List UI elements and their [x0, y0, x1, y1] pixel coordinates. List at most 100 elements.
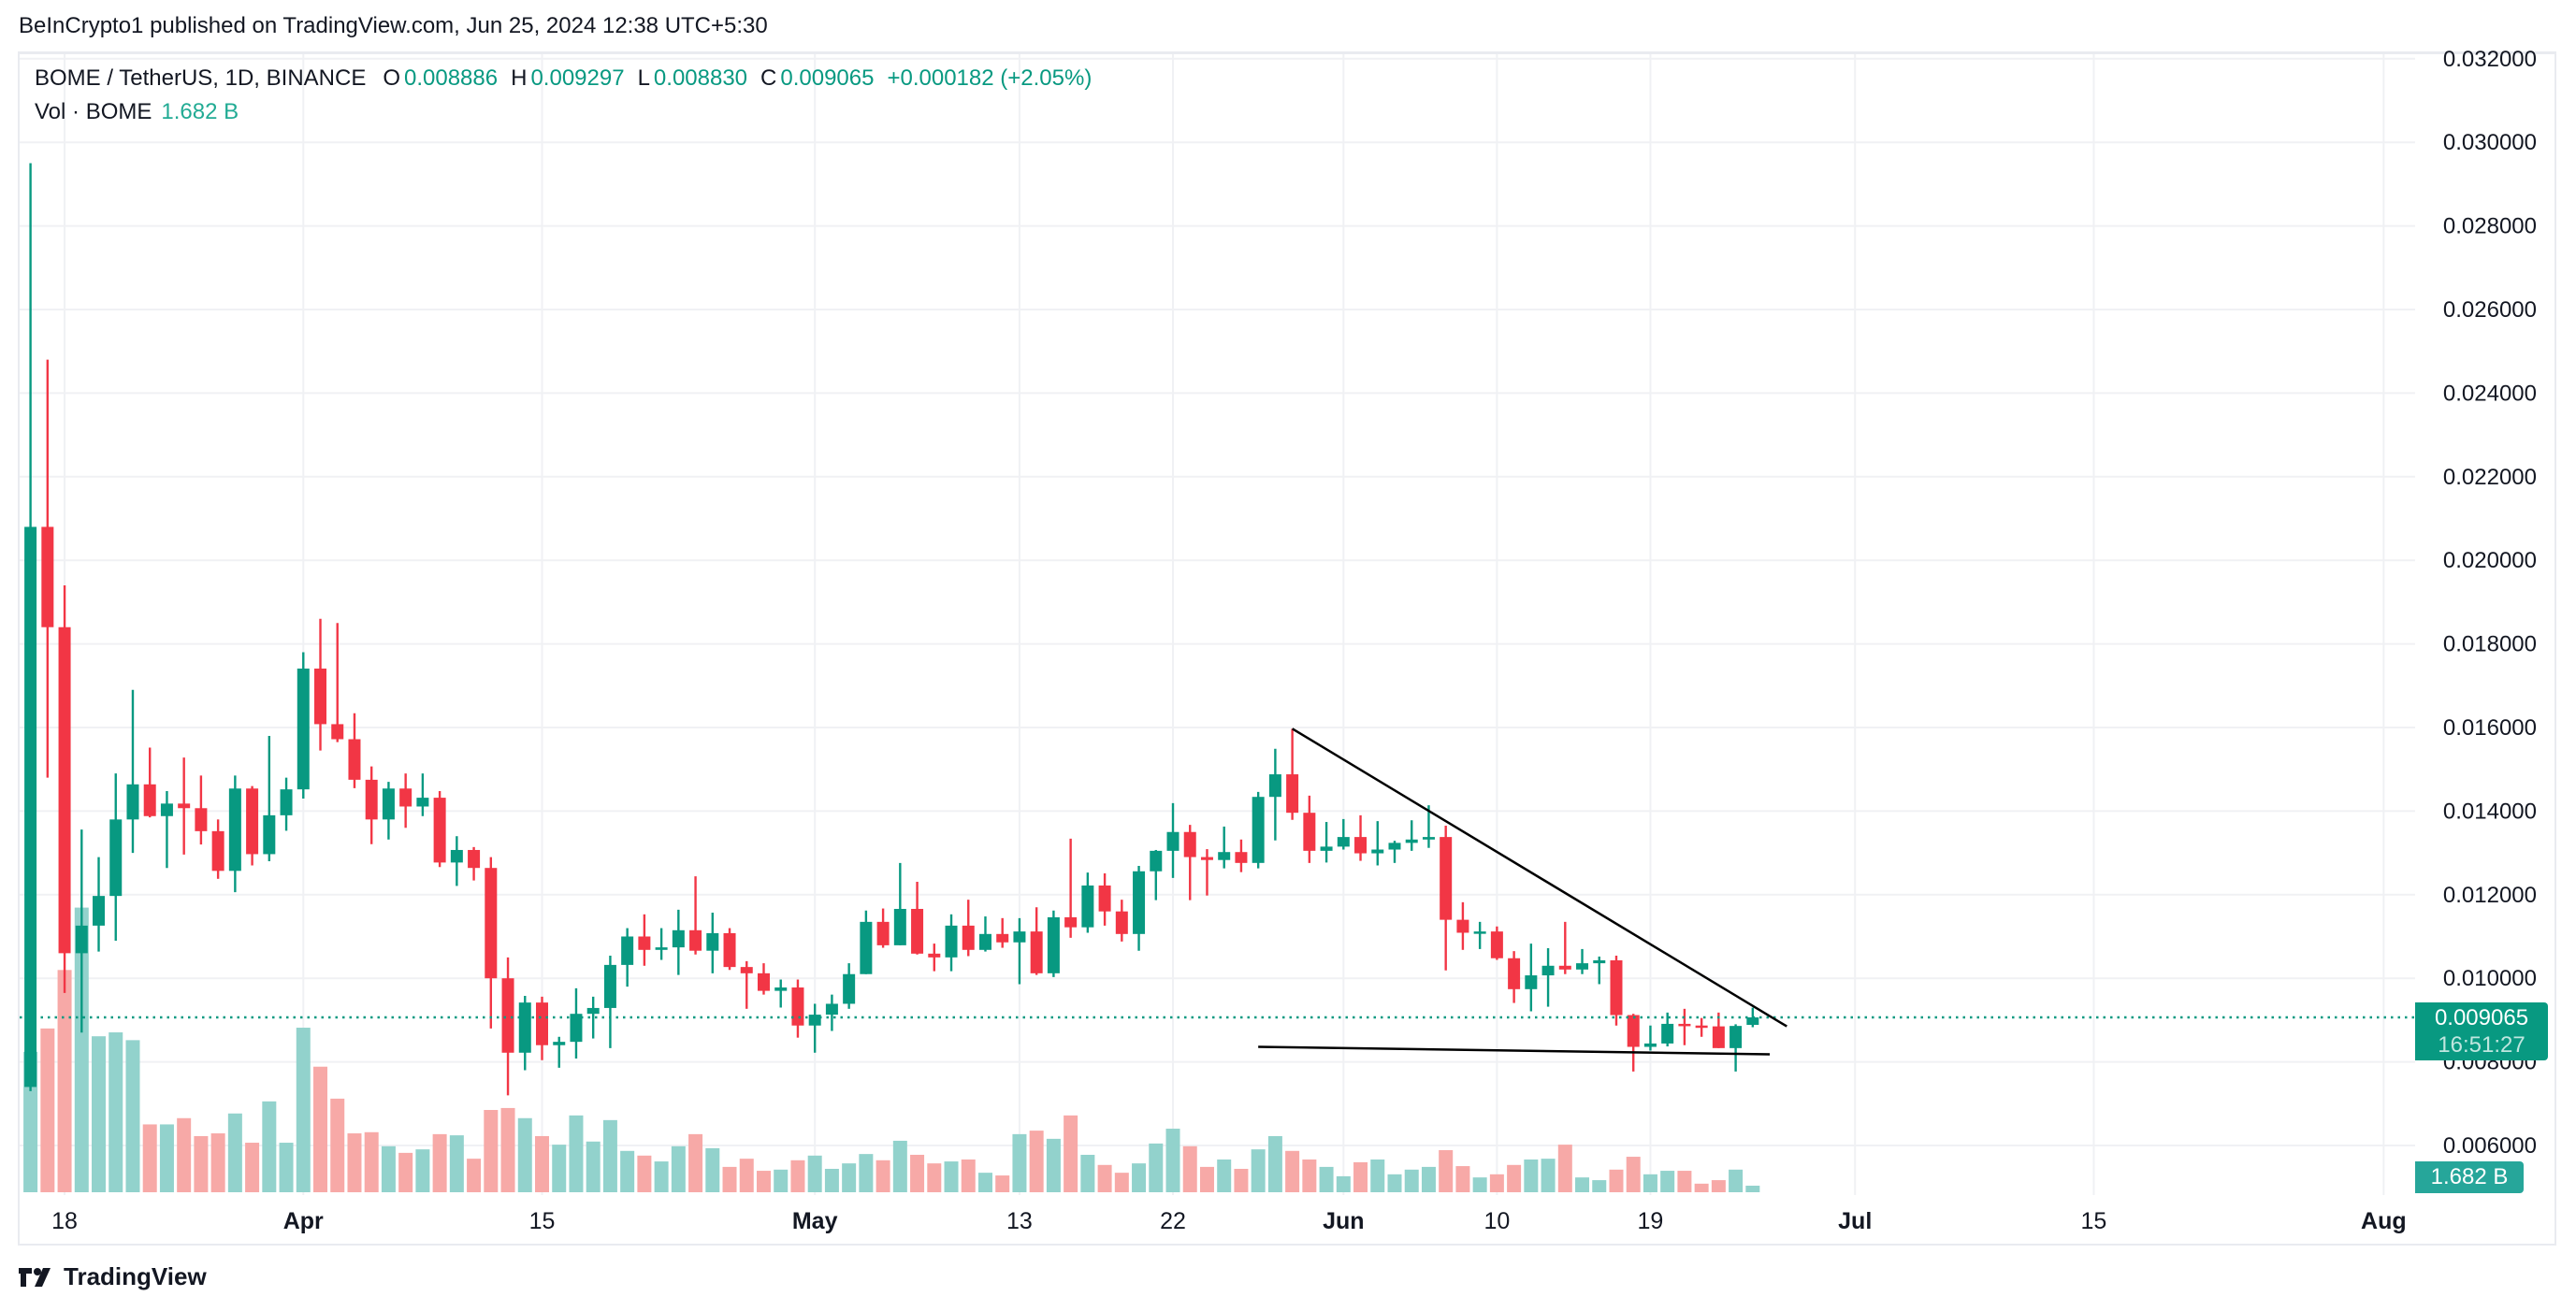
candle-body [553, 1042, 566, 1045]
volume-bar [927, 1163, 942, 1192]
x-tick-label: 15 [2081, 1208, 2107, 1234]
candle-body [825, 1003, 838, 1016]
volume-bar [432, 1133, 447, 1192]
volume-bar [1694, 1183, 1709, 1192]
y-tick-label: 0.006000 [2443, 1133, 2537, 1159]
volume-bar [1319, 1166, 1334, 1192]
candle-body [1525, 975, 1538, 989]
volume-bar [824, 1168, 839, 1192]
volume-bar [467, 1159, 482, 1192]
candle-body [1098, 885, 1111, 912]
symbol-label[interactable]: BOME / TetherUS, 1D, BINANCE [35, 65, 367, 91]
volume-bar [892, 1140, 907, 1192]
candle-body [228, 788, 241, 872]
volume-bar [756, 1171, 771, 1192]
ohlc-legend: BOME / TetherUS, 1D, BINANCE O 0.008886 H 0.… [35, 65, 1105, 92]
tradingview-logo-icon [19, 1267, 51, 1287]
volume-bar [484, 1110, 499, 1192]
volume-bar [739, 1159, 754, 1192]
volume-bar [398, 1152, 413, 1192]
candle-body [962, 925, 975, 950]
y-tick-label: 0.018000 [2443, 632, 2537, 657]
y-tick-label: 0.024000 [2443, 381, 2537, 406]
volume-bar [807, 1155, 822, 1192]
candle-body [331, 724, 344, 740]
y-tick-label: 0.026000 [2443, 297, 2537, 323]
candle-body [1200, 857, 1213, 860]
volume-label[interactable]: Vol · BOME [35, 99, 152, 124]
candle-body [1610, 959, 1623, 1016]
candle-body [945, 925, 958, 958]
volume-bar [296, 1028, 311, 1192]
open-value: 0.008886 [404, 65, 499, 91]
candle-body [1729, 1026, 1743, 1048]
volume-bar [1285, 1150, 1300, 1192]
close-label: C [760, 65, 777, 91]
candle-body [911, 908, 924, 954]
candle-body [297, 668, 310, 790]
candle-body [996, 933, 1009, 943]
volume-bar [1660, 1171, 1675, 1192]
volume-bar [1729, 1169, 1744, 1192]
volume-bar [774, 1169, 789, 1192]
volume-bar [977, 1173, 992, 1192]
volume-bar [57, 970, 72, 1192]
candle-body [621, 936, 634, 965]
volume-bar [1575, 1177, 1590, 1192]
tradingview-logo[interactable]: TradingView [19, 1262, 207, 1291]
candle-body [706, 932, 719, 951]
y-tick-label: 0.030000 [2443, 130, 2537, 155]
candle-body [399, 788, 412, 807]
x-tick-label: May [792, 1208, 838, 1234]
candle-body [689, 929, 702, 951]
volume-bar [1251, 1149, 1266, 1192]
volume-bar [40, 1028, 55, 1192]
candle-body [1354, 837, 1368, 854]
x-tick-label: 13 [1006, 1208, 1033, 1234]
volume-bar [1182, 1145, 1197, 1192]
volume-value: 1.682 B [161, 99, 239, 124]
candle-body [109, 819, 123, 897]
candle-body [1643, 1043, 1657, 1047]
low-label: L [637, 65, 650, 91]
candle-body [757, 972, 770, 991]
volume-bar [569, 1115, 584, 1192]
candle-body [246, 788, 259, 855]
y-tick-label: 0.022000 [2443, 465, 2537, 490]
candle-body [1440, 837, 1453, 920]
candle-body [536, 1002, 548, 1045]
volume-bar [1132, 1163, 1147, 1192]
volume-bar [1353, 1161, 1368, 1192]
price-axis: 0.032000 0.030000 0.028000 0.026000 0.024000… [2443, 47, 2537, 1159]
trendline [1258, 1045, 1771, 1056]
volume-bar [227, 1113, 242, 1192]
candle-body [1064, 916, 1078, 928]
volume-bar [620, 1150, 635, 1192]
y-tick-label: 0.014000 [2443, 799, 2537, 824]
volume-bar [1541, 1159, 1556, 1192]
candle-body [1337, 837, 1350, 847]
volume-bar [125, 1040, 140, 1192]
candle-body [485, 868, 498, 979]
volume-bar [177, 1117, 192, 1192]
volume-bar [995, 1175, 1010, 1192]
volume-bar [688, 1133, 703, 1192]
candle-body [1661, 1023, 1674, 1044]
y-tick-label: 0.010000 [2443, 966, 2537, 991]
volume-bar [1165, 1129, 1180, 1192]
candle-body [1320, 846, 1333, 851]
volume-bar [1455, 1166, 1470, 1192]
volume-bar [1046, 1138, 1061, 1192]
high-value: 0.009297 [530, 65, 625, 91]
volume-bar [637, 1155, 652, 1192]
candle-body [672, 929, 685, 948]
last-volume-label: 1.682 B [2415, 1161, 2524, 1193]
high-label: H [511, 65, 528, 91]
candle-body [978, 933, 991, 950]
candle-body [603, 964, 616, 1008]
volume-bar [381, 1145, 396, 1192]
x-tick-label: 19 [1638, 1208, 1664, 1234]
close-value: 0.009065 [780, 65, 875, 91]
volume-bar [210, 1133, 225, 1192]
